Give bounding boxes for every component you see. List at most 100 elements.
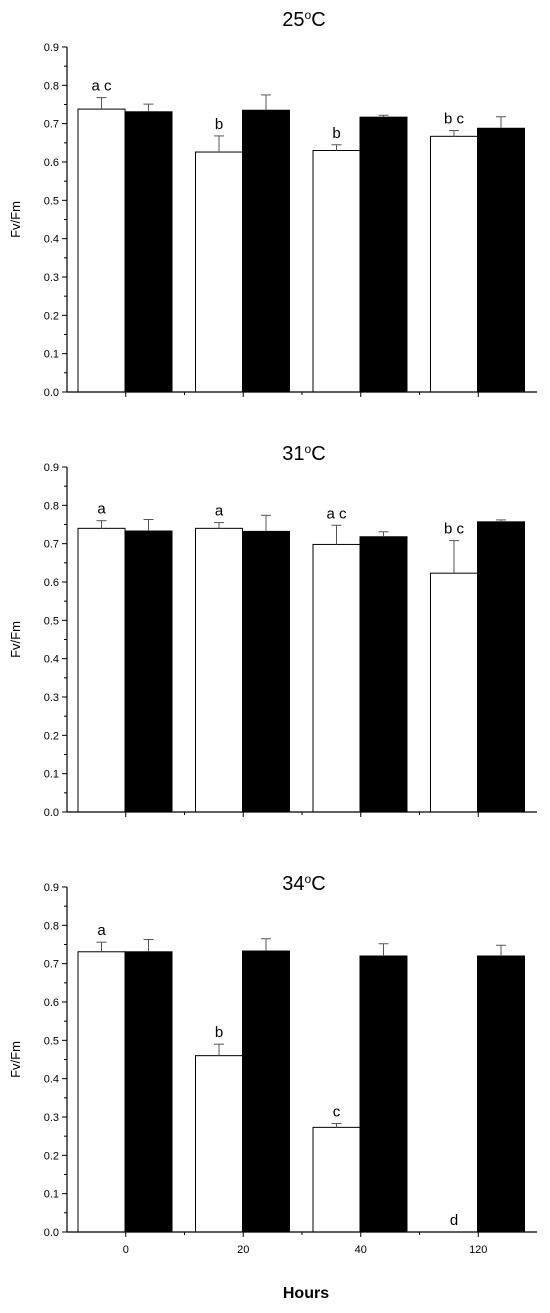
bar-white bbox=[77, 951, 126, 1233]
error-bar bbox=[214, 1043, 224, 1056]
error-bar bbox=[378, 943, 389, 956]
y-tick-label: 0.6 bbox=[44, 157, 59, 169]
significance-letter: a bbox=[215, 503, 224, 520]
bar-black bbox=[242, 530, 290, 813]
title-unit: C bbox=[311, 9, 325, 31]
bar-black bbox=[477, 955, 525, 1233]
error-bar bbox=[449, 130, 459, 137]
bar-white bbox=[77, 108, 126, 393]
title-degree: o bbox=[305, 872, 312, 886]
panel-title: 34oC bbox=[282, 872, 325, 895]
y-tick-label: 0.3 bbox=[44, 692, 59, 704]
bar-black bbox=[359, 116, 408, 393]
y-tick-label: 0.0 bbox=[44, 1227, 59, 1239]
bar-black bbox=[477, 521, 525, 813]
error-bar bbox=[496, 944, 506, 956]
y-tick-label: 0.4 bbox=[44, 1074, 59, 1086]
error-bar bbox=[496, 519, 506, 522]
y-tick-label: 0.5 bbox=[44, 195, 59, 207]
bar-black bbox=[242, 109, 290, 393]
x-tick-label: 0 bbox=[123, 1244, 129, 1256]
y-tick-label: 0.6 bbox=[44, 577, 59, 589]
bar-white bbox=[195, 151, 243, 393]
bar-black bbox=[359, 955, 408, 1233]
y-tick-label: 0.2 bbox=[44, 1150, 59, 1162]
error-bar bbox=[96, 97, 107, 110]
y-tick-label: 0.9 bbox=[44, 462, 59, 474]
y-tick-label: 0.8 bbox=[44, 80, 59, 92]
y-tick-label: 0.6 bbox=[44, 997, 59, 1009]
significance-letter: a c bbox=[91, 78, 112, 95]
significance-letter: b bbox=[215, 1024, 223, 1041]
bar-white bbox=[312, 1126, 361, 1233]
y-axis-label: Fv/Fm bbox=[8, 1041, 23, 1078]
y-tick-label: 0.0 bbox=[44, 387, 59, 399]
x-tick-label: 120 bbox=[469, 1244, 487, 1256]
y-tick-label: 0.3 bbox=[44, 272, 59, 284]
y-axis-label: Fv/Fm bbox=[8, 201, 23, 238]
x-tick-label: 20 bbox=[237, 1244, 249, 1256]
bar-white bbox=[77, 527, 126, 813]
error-bar bbox=[449, 540, 459, 574]
bar-white bbox=[430, 572, 478, 813]
y-tick-label: 0.5 bbox=[44, 615, 59, 627]
error-bar bbox=[143, 939, 154, 952]
y-tick-label: 0.5 bbox=[44, 1035, 59, 1047]
error-bar bbox=[378, 531, 389, 537]
significance-letter: a bbox=[97, 922, 106, 939]
error-bar bbox=[96, 941, 107, 952]
panel-title: 31oC bbox=[282, 442, 325, 465]
error-bar bbox=[331, 144, 342, 151]
y-tick-label: 0.1 bbox=[44, 349, 59, 361]
significance-letter: b bbox=[332, 125, 340, 142]
bar-black bbox=[242, 950, 290, 1233]
y-tick-label: 0.7 bbox=[44, 959, 59, 971]
significance-letter: a c bbox=[326, 505, 347, 522]
bar-white bbox=[195, 1055, 243, 1233]
error-bar bbox=[96, 520, 107, 529]
title-main: 34 bbox=[282, 873, 304, 895]
y-tick-label: 0.8 bbox=[44, 500, 59, 512]
y-tick-label: 0.1 bbox=[44, 769, 59, 781]
bar-white bbox=[312, 150, 361, 393]
title-main: 31 bbox=[282, 443, 304, 465]
error-bar bbox=[261, 514, 271, 532]
error-bar bbox=[143, 519, 154, 532]
significance-letter: c bbox=[333, 1104, 341, 1121]
title-main: 25 bbox=[282, 9, 304, 31]
error-bar bbox=[378, 114, 389, 118]
y-tick-label: 0.4 bbox=[44, 654, 59, 666]
significance-letter: b c bbox=[444, 111, 465, 128]
title-unit: C bbox=[311, 873, 325, 895]
panel-title: 25oC bbox=[282, 8, 325, 31]
significance-letter: b c bbox=[444, 521, 465, 538]
error-bar bbox=[331, 524, 342, 545]
y-tick-label: 0.1 bbox=[44, 1189, 59, 1201]
error-bar bbox=[214, 135, 224, 153]
bar-white bbox=[430, 135, 478, 393]
x-tick-label: 40 bbox=[355, 1244, 367, 1256]
title-unit: C bbox=[311, 443, 325, 465]
significance-letter: d bbox=[450, 1212, 458, 1229]
y-tick-label: 0.2 bbox=[44, 730, 59, 742]
y-tick-label: 0.0 bbox=[44, 807, 59, 819]
error-bar bbox=[331, 1123, 342, 1128]
bar-black bbox=[124, 111, 173, 393]
bar-white bbox=[312, 543, 361, 813]
bar-white bbox=[195, 527, 243, 813]
error-bar bbox=[496, 116, 506, 129]
bar-black bbox=[124, 530, 173, 813]
title-degree: o bbox=[305, 8, 312, 22]
y-tick-label: 0.9 bbox=[44, 42, 59, 54]
error-bar bbox=[261, 94, 271, 111]
bar-black bbox=[477, 127, 525, 393]
x-axis-label: Hours bbox=[283, 1285, 329, 1302]
title-degree: o bbox=[305, 442, 312, 456]
y-tick-label: 0.7 bbox=[44, 119, 59, 131]
significance-letter: a bbox=[97, 501, 106, 518]
y-tick-label: 0.9 bbox=[44, 882, 59, 894]
y-tick-label: 0.7 bbox=[44, 539, 59, 551]
